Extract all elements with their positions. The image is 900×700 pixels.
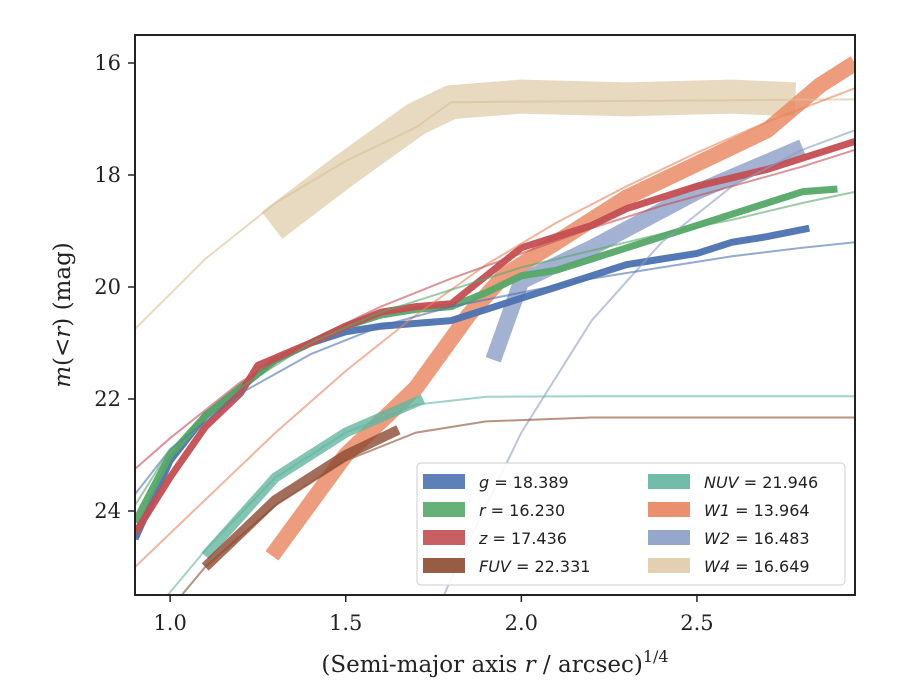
x-tick-label: 1.5 <box>329 611 362 635</box>
x-tick-label: 1.0 <box>153 611 186 635</box>
model-curve-w4 <box>135 98 855 330</box>
axis-ticks: 1.0 1.5 2.0 2.5 16 18 20 22 24 <box>94 51 713 635</box>
legend-label-nuv: NUV = 21.946 <box>704 473 818 492</box>
y-tick-label: 18 <box>94 163 121 187</box>
legend-label-w2: W2 = 16.483 <box>704 529 810 548</box>
y-tick-label: 22 <box>94 387 121 411</box>
model-curve-fuv <box>180 416 855 595</box>
plot-area <box>135 56 855 595</box>
x-axis-label: (Semi-major axis r / arcsec)1/4 <box>321 647 668 678</box>
legend-label-z: z = 17.436 <box>478 529 567 548</box>
y-axis-label: m(<r) (mag) <box>50 242 76 388</box>
legend-swatch-w4 <box>648 558 690 573</box>
y-tick-label: 24 <box>94 499 121 523</box>
profile-band-w4 <box>261 79 797 239</box>
legend-label-g: g = 18.389 <box>479 473 569 492</box>
legend-label-fuv: FUV = 22.331 <box>479 557 590 576</box>
legend-swatch-w2 <box>648 530 690 545</box>
model-curve-g <box>135 241 855 495</box>
y-tick-label: 20 <box>94 275 121 299</box>
model-curve-nuv <box>166 395 855 595</box>
legend-frame <box>416 462 846 586</box>
legend: g = 18.389 r = 16.230 z = 17.436 FUV = 22.3… <box>416 462 846 586</box>
legend-swatch-r <box>423 502 465 517</box>
legend-label-r: r = 16.230 <box>479 501 565 520</box>
legend-swatch-g <box>423 474 465 489</box>
legend-swatch-z <box>423 530 465 545</box>
legend-label-w4: W4 = 16.649 <box>704 557 810 576</box>
x-tick-label: 2.5 <box>680 611 713 635</box>
y-tick-label: 16 <box>94 51 121 75</box>
model-curve-r <box>135 190 855 506</box>
model-curve-z <box>135 148 855 470</box>
legend-swatch-nuv <box>648 474 690 489</box>
legend-swatch-w1 <box>648 502 690 517</box>
model-curve-w1 <box>135 87 855 568</box>
legend-swatch-fuv <box>423 558 465 573</box>
profile-band-fuv <box>201 425 401 571</box>
legend-label-w1: W1 = 13.964 <box>704 501 810 520</box>
x-tick-label: 2.0 <box>505 611 538 635</box>
plot-frame <box>134 34 856 596</box>
